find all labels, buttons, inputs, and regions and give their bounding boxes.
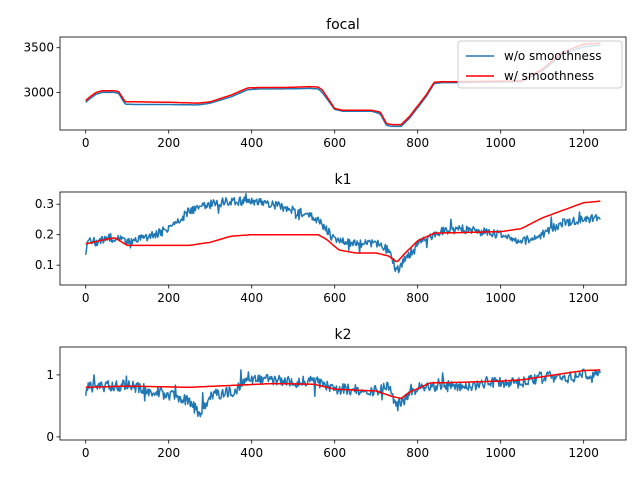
subplot-k1: k1 0 200 400 600 800 1000 1200 0.1 0.2 0.3: [35, 172, 627, 305]
x-tick-label: 200: [157, 446, 180, 460]
subplot-title: k2: [334, 327, 351, 343]
x-tick-label: 200: [157, 291, 180, 305]
subplot-title: k1: [334, 172, 351, 188]
x-tick-label: 1200: [568, 291, 599, 305]
series-without-smoothness-k1: [84, 192, 601, 274]
legend: w/o smoothness w/ smoothness: [457, 40, 623, 89]
y-tick-label: 0.3: [35, 197, 54, 211]
y-tick-label: 0: [46, 430, 54, 444]
x-tick-label: 600: [323, 136, 346, 150]
legend-box: [457, 40, 623, 89]
x-tick-label: 1000: [485, 446, 516, 460]
subplot-title: focal: [326, 17, 360, 33]
x-tick-label: 1000: [485, 136, 516, 150]
x-tick-label: 800: [406, 136, 429, 150]
x-tick-label: 0: [82, 446, 90, 460]
y-tick-label: 0.1: [35, 258, 54, 272]
x-tick-label: 1200: [568, 446, 599, 460]
x-tick-label: 1200: [568, 136, 599, 150]
y-tick-label: 3500: [23, 41, 54, 55]
series-without-smoothness-k2: [84, 368, 601, 418]
subplot-focal: focal 0 200 400 600 800 1000 1200 3000 3500: [23, 17, 627, 150]
y-tick-label: 1: [46, 368, 54, 382]
series-with-smoothness-k2: [85, 369, 601, 400]
x-tick-label: 0: [82, 291, 90, 305]
x-tick-label: 400: [240, 136, 263, 150]
x-tick-label: 800: [406, 446, 429, 460]
x-tick-label: 600: [323, 446, 346, 460]
axes-frame: [59, 191, 627, 286]
y-tick-label: 0.2: [35, 228, 54, 242]
x-tick-label: 0: [82, 136, 90, 150]
subplot-k2: k2 0 200 400 600 800 1000 1200 0 1: [46, 327, 627, 460]
x-tick-label: 800: [406, 291, 429, 305]
x-tick-label: 1000: [485, 291, 516, 305]
legend-label: w/ smoothness: [504, 69, 594, 83]
x-tick-label: 400: [240, 446, 263, 460]
series-with-smoothness-k1: [85, 200, 601, 263]
y-tick-label: 3000: [23, 85, 54, 99]
axes-frame: [59, 36, 627, 131]
axes-frame: [59, 346, 627, 441]
x-tick-label: 200: [157, 136, 180, 150]
legend-label: w/o smoothness: [504, 49, 601, 63]
x-tick-label: 400: [240, 291, 263, 305]
x-tick-label: 600: [323, 291, 346, 305]
